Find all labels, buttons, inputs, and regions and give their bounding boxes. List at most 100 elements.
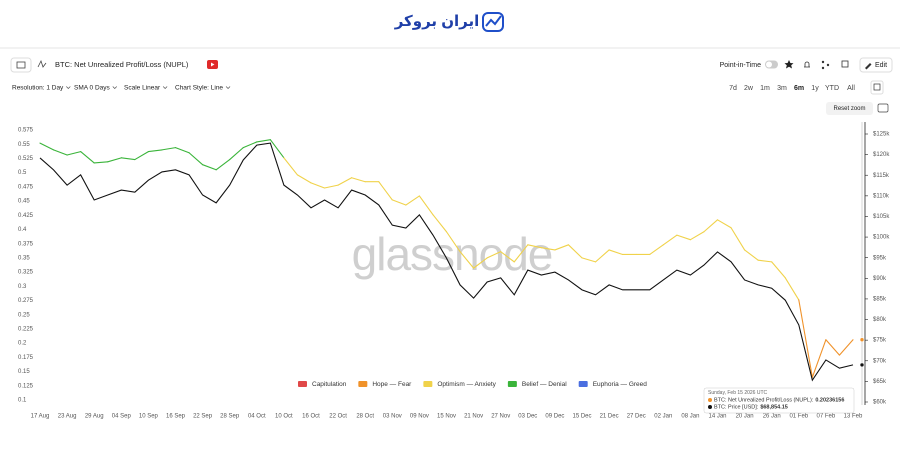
watermark: glassnode <box>352 228 553 280</box>
line-segment <box>93 161 109 164</box>
x-tick-label: 21 Nov <box>464 414 483 420</box>
hover-dot <box>859 362 865 368</box>
line-segment <box>581 257 597 263</box>
line-segment <box>757 259 773 263</box>
y2-tick-label: $100k <box>873 235 890 241</box>
y-tick-label: 0.1 <box>18 398 27 404</box>
legend-label[interactable]: Belief — Denial <box>522 381 567 388</box>
line-segment <box>215 159 231 171</box>
x-tick-label: 28 Sep <box>220 414 240 420</box>
duplicate-button[interactable] <box>841 60 849 68</box>
x-tick-label: 27 Nov <box>491 414 510 420</box>
line-segment <box>513 244 529 263</box>
x-tick-label: 01 Feb <box>789 414 808 420</box>
line-segment <box>662 234 678 246</box>
x-tick-label: 17 Aug <box>31 414 50 420</box>
x-tick-label: 27 Dec <box>627 414 646 420</box>
edit-label: Edit <box>875 62 887 69</box>
line-segment <box>730 227 746 251</box>
line-segment <box>689 231 705 241</box>
y-tick-label: 0.55 <box>18 142 30 148</box>
y2-tick-label: $75k <box>873 338 887 344</box>
tooltip-name: BTC: Price [USD]: <box>714 404 759 410</box>
x-tick-label: 03 Dec <box>518 414 537 420</box>
line-segment <box>418 195 434 216</box>
line-segment <box>391 199 407 206</box>
x-tick-label: 26 Jan <box>763 414 781 420</box>
legend-swatch[interactable] <box>578 381 588 387</box>
line-segment <box>147 149 163 153</box>
edit-button[interactable] <box>859 57 893 73</box>
option-label[interactable]: Chart Style: Line <box>175 85 223 92</box>
share-button[interactable] <box>821 60 830 70</box>
sidebar-button[interactable] <box>10 57 32 73</box>
x-tick-label: 09 Nov <box>410 414 429 420</box>
y2-tick-label: $90k <box>873 276 887 282</box>
legend-label[interactable]: Capitulation <box>312 381 347 388</box>
line-segment <box>540 247 556 251</box>
y-tick-label: 0.45 <box>18 199 30 205</box>
range-button[interactable]: 1m <box>760 85 770 92</box>
legend-swatch[interactable] <box>298 381 307 387</box>
range-button[interactable]: YTD <box>825 85 839 92</box>
y-tick-label: 0.175 <box>18 355 34 361</box>
line-segment <box>838 339 854 356</box>
x-tick-label: 22 Sep <box>193 414 213 420</box>
range-button[interactable]: 6m <box>794 85 804 92</box>
option-label[interactable]: Resolution: 1 Day <box>12 85 64 92</box>
option-label[interactable]: Scale Linear <box>124 85 161 92</box>
screenshot-button[interactable] <box>877 103 889 113</box>
calendar-button[interactable] <box>870 80 884 95</box>
line-segment <box>229 147 244 161</box>
line-segment <box>486 251 502 259</box>
line-segment <box>649 244 664 256</box>
legend-swatch[interactable] <box>358 381 368 387</box>
price-line <box>39 142 854 382</box>
line-segment <box>323 184 339 189</box>
y-tick-label: 0.325 <box>18 270 34 276</box>
youtube-icon <box>211 62 215 67</box>
line-segment <box>594 249 610 263</box>
line-segment <box>202 164 217 171</box>
legend-label[interactable]: Euphoria — Greed <box>593 381 648 388</box>
y-tick-label: 0.425 <box>18 213 34 219</box>
range-button[interactable]: 2w <box>744 85 754 92</box>
legend-swatch[interactable] <box>423 381 433 387</box>
toggle-knob <box>766 61 772 68</box>
x-tick-label: 07 Feb <box>817 414 836 420</box>
line-segment <box>405 195 420 206</box>
legend-label[interactable]: Hope — Fear <box>372 381 412 388</box>
y-tick-label: 0.35 <box>18 255 30 261</box>
reset-zoom-button[interactable] <box>826 102 873 115</box>
legend-label[interactable]: Optimism — Anxiety <box>437 381 496 388</box>
range-button[interactable]: 7d <box>729 85 737 92</box>
y2-tick-label: $70k <box>873 358 887 364</box>
y2-tick-label: $125k <box>873 132 890 138</box>
x-tick-label: 22 Oct <box>329 414 347 420</box>
line-segment <box>676 234 691 241</box>
line-segment <box>716 219 732 229</box>
line-segment <box>256 139 271 143</box>
line-segment <box>500 251 515 263</box>
line-segment <box>80 151 95 164</box>
line-segment <box>283 157 299 176</box>
logo-icon-arrow <box>485 15 502 27</box>
legend-swatch[interactable] <box>507 381 517 387</box>
range-button[interactable]: 1y <box>811 85 819 92</box>
line-segment <box>174 147 190 154</box>
line-segment <box>459 251 475 269</box>
alert-button[interactable] <box>804 61 810 68</box>
line-segment <box>188 152 204 166</box>
line-segment <box>269 139 285 159</box>
line-segment <box>161 147 177 151</box>
option-chevron <box>225 86 231 89</box>
y-tick-label: 0.5 <box>18 170 27 176</box>
option-label[interactable]: SMA 0 Days <box>74 85 111 92</box>
range-button[interactable]: 3m <box>777 85 787 92</box>
y2-tick-label: $85k <box>873 297 887 303</box>
y2-tick-label: $80k <box>873 317 887 323</box>
x-tick-label: 10 Oct <box>275 414 293 420</box>
range-button[interactable]: All <box>847 85 855 92</box>
options-bar: Resolution: 1 Day SMA 0 Days Scale Linear C… <box>12 85 231 92</box>
favorite-button[interactable] <box>784 60 794 69</box>
